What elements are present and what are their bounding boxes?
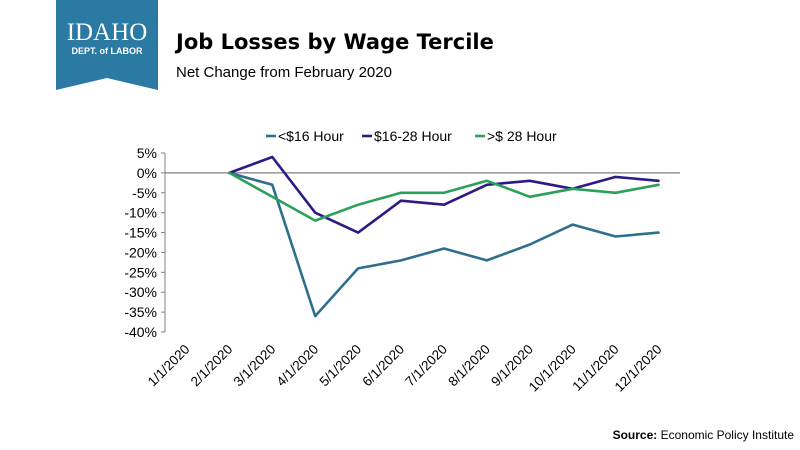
- x-tick-label: 3/1/2020: [231, 342, 279, 390]
- chart-subtitle: Net Change from February 2020: [176, 64, 392, 81]
- legend-label: <$16 Hour: [278, 128, 344, 144]
- y-tick-label: 5%: [137, 145, 157, 161]
- y-tick-label: -20%: [124, 244, 157, 260]
- series-line-2: [228, 155, 660, 234]
- x-tick-label: 2/1/2020: [188, 342, 236, 390]
- line-chart: 5% 0% -5% -10% -15% -20% -25% -30% -35% -40% 1/1/2…: [124, 128, 680, 395]
- legend-label: $16-28 Hour: [374, 128, 452, 144]
- series-line-3: [228, 171, 660, 222]
- y-tick-label: -5%: [132, 185, 157, 201]
- x-tick-label: 4/1/2020: [274, 342, 322, 390]
- logo-wordmark: IDAHO: [67, 19, 148, 46]
- y-tick-label: -25%: [124, 264, 157, 280]
- source-label: Source:: [612, 428, 658, 442]
- x-tick-label: 12/1/2020: [612, 342, 665, 395]
- y-tick-label: -15%: [124, 225, 157, 241]
- logo-ribbon-banner: [56, 0, 158, 90]
- source-note: Source: Economic Policy Institute: [613, 428, 794, 442]
- x-tick-label: 7/1/2020: [402, 342, 450, 390]
- y-tick-label: -10%: [124, 205, 157, 221]
- y-tick-label: 0%: [137, 165, 157, 181]
- x-tick-label: 6/1/2020: [359, 342, 407, 390]
- x-tick-label: 10/1/2020: [526, 342, 579, 395]
- idaho-dol-logo: IDAHO DEPT. of LABOR: [56, 0, 158, 90]
- source-text: Economic Policy Institute: [660, 428, 794, 442]
- x-tick-label: 5/1/2020: [316, 342, 364, 390]
- legend-label: >$ 28 Hour: [487, 128, 557, 144]
- x-tick-label: 1/1/2020: [145, 342, 193, 390]
- x-tick-label: 8/1/2020: [445, 342, 493, 390]
- y-tick-label: -30%: [124, 284, 157, 300]
- logo-subtext: DEPT. of LABOR: [72, 46, 143, 56]
- series-line-1: [228, 171, 660, 318]
- y-tick-label: -40%: [124, 324, 157, 340]
- y-tick-label: -35%: [124, 304, 157, 320]
- chart-title: Job Losses by Wage Tercile: [176, 30, 494, 54]
